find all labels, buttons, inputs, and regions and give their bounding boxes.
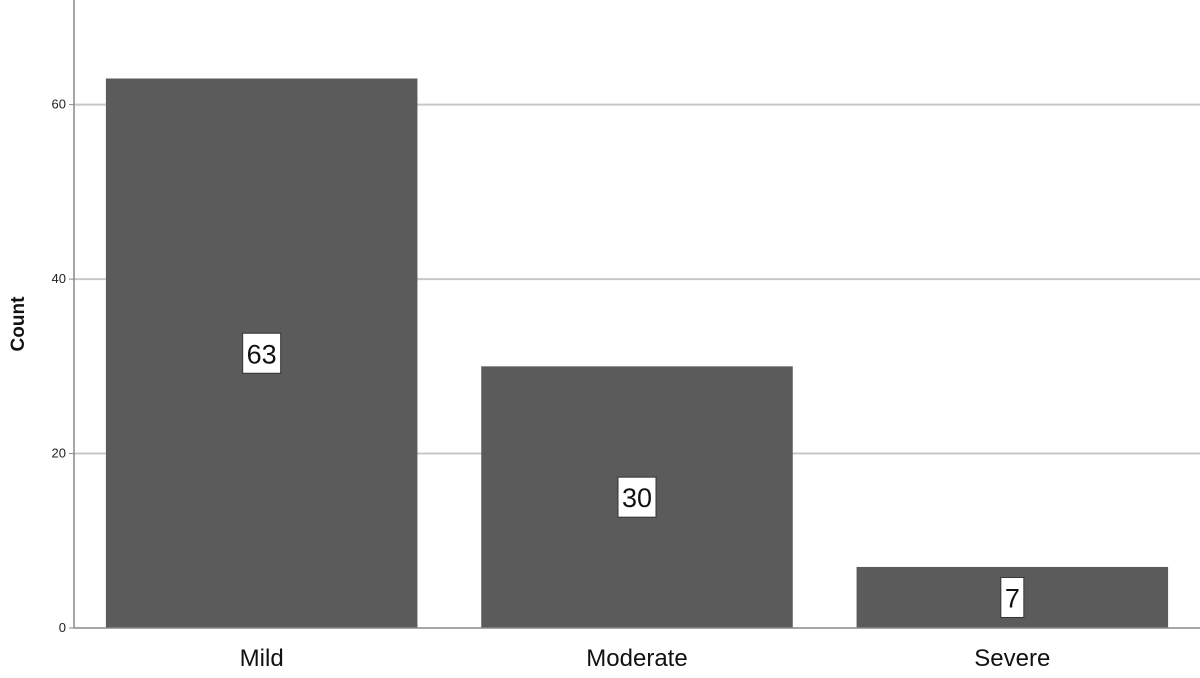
data-labels: 63 30 7 [242,332,1025,618]
svg-text:63: 63 [247,339,277,369]
svg-text:7: 7 [1005,583,1020,613]
data-label: 30 [617,476,657,518]
x-tick-labels: Mild Moderate Severe [240,645,1051,672]
svg-text:30: 30 [622,483,652,513]
x-tick-label: Moderate [586,645,687,672]
y-tick-label: 0 [59,620,66,635]
x-tick-label: Severe [974,645,1050,672]
y-tick-label: 20 [52,446,66,461]
y-tick-label: 60 [52,97,66,112]
y-axis-title: Count [8,296,29,352]
y-tick-labels: 0 20 40 60 [52,97,74,635]
data-label: 63 [242,332,282,374]
y-tick-label: 40 [52,271,66,286]
data-label: 7 [1000,576,1025,618]
x-tick-label: Mild [240,645,284,672]
